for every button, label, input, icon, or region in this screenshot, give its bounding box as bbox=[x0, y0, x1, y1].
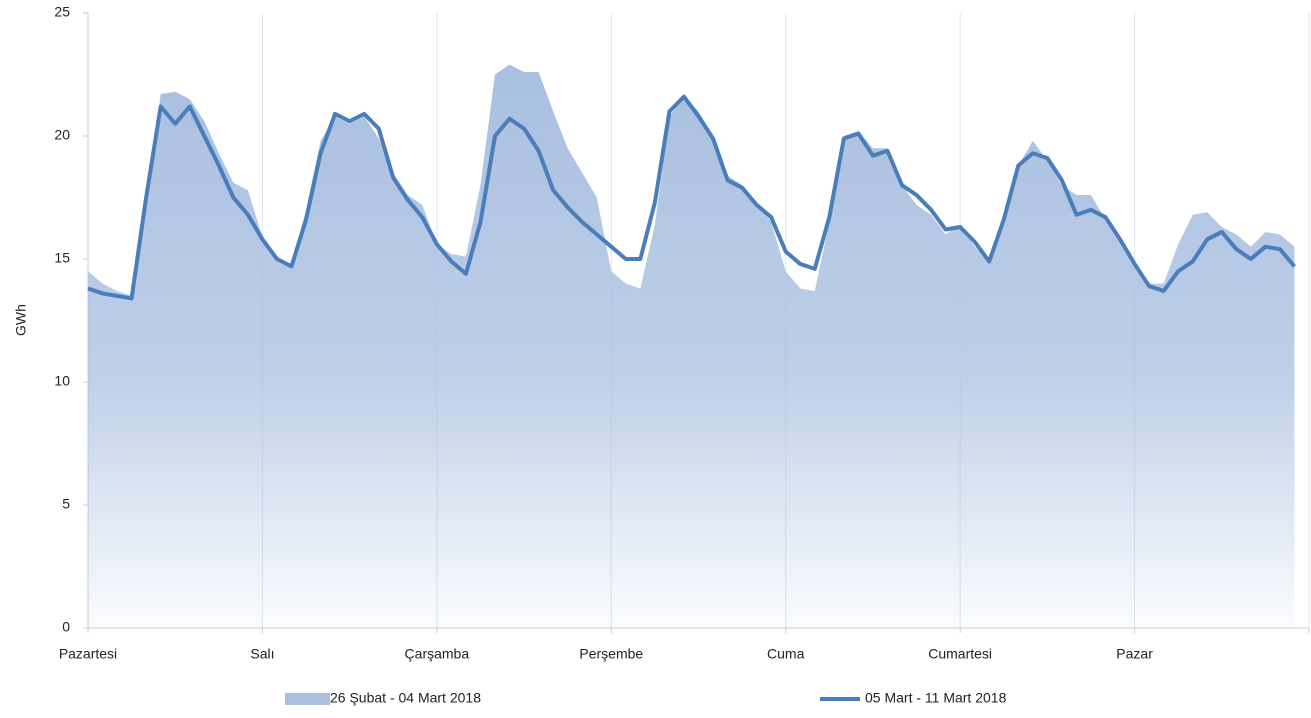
legend-label: 26 Şubat - 04 Mart 2018 bbox=[330, 690, 481, 706]
y-tick-label: 20 bbox=[54, 127, 70, 143]
y-tick-label: 10 bbox=[54, 373, 70, 389]
y-tick-label: 25 bbox=[54, 4, 70, 20]
line bbox=[87, 94, 1296, 301]
legend-label: 05 Mart - 11 Mart 2018 bbox=[865, 690, 1007, 706]
x-tick-label: Cumartesi bbox=[928, 646, 992, 662]
x-tick-label: Çarşamba bbox=[405, 646, 470, 662]
y-tick-label: 15 bbox=[54, 250, 70, 266]
x-tick-label: Pazar bbox=[1116, 646, 1153, 662]
x-tick-label: Salı bbox=[250, 646, 274, 662]
legend-swatch bbox=[285, 693, 330, 705]
x-tick-label: Pazartesi bbox=[59, 646, 117, 662]
area bbox=[88, 64, 1295, 628]
x-tick-label: Cuma bbox=[767, 646, 805, 662]
y-axis-title: GWh bbox=[13, 304, 29, 336]
x-tick-label: Perşembe bbox=[579, 646, 643, 662]
y-tick-label: 0 bbox=[62, 619, 70, 635]
y-tick-label: 5 bbox=[62, 496, 70, 512]
